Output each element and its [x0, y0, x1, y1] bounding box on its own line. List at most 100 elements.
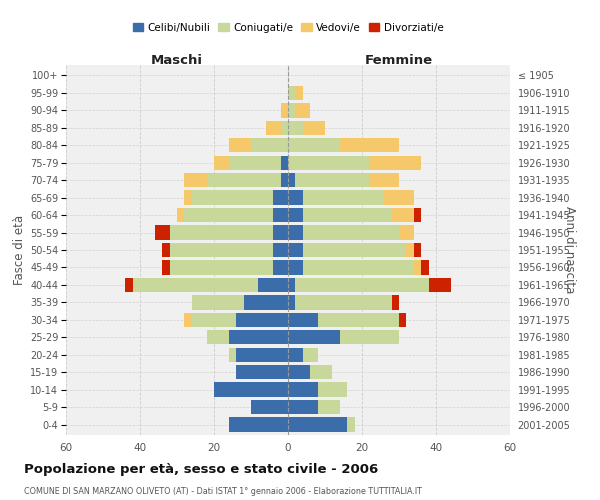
- Bar: [303, 260, 414, 274]
- Bar: [340, 138, 399, 152]
- Bar: [421, 260, 428, 274]
- Bar: [236, 348, 288, 362]
- Bar: [229, 418, 288, 432]
- Bar: [288, 190, 303, 205]
- Bar: [229, 156, 281, 170]
- Bar: [414, 260, 421, 274]
- Bar: [236, 365, 288, 380]
- Bar: [281, 173, 288, 188]
- Bar: [288, 312, 317, 327]
- Bar: [273, 190, 288, 205]
- Bar: [251, 138, 288, 152]
- Bar: [295, 103, 310, 118]
- Bar: [288, 103, 295, 118]
- Bar: [288, 208, 303, 222]
- Bar: [303, 208, 392, 222]
- Bar: [295, 173, 370, 188]
- Bar: [244, 295, 288, 310]
- Legend: Celibi/Nubili, Coniugati/e, Vedovi/e, Divorziati/e: Celibi/Nubili, Coniugati/e, Vedovi/e, Di…: [128, 18, 448, 36]
- Y-axis label: Fasce di età: Fasce di età: [13, 215, 26, 285]
- Bar: [370, 173, 399, 188]
- Bar: [251, 400, 288, 414]
- Bar: [295, 295, 392, 310]
- Bar: [288, 330, 340, 344]
- Bar: [295, 86, 303, 100]
- Bar: [281, 156, 288, 170]
- Text: Maschi: Maschi: [151, 54, 203, 66]
- Bar: [303, 226, 399, 239]
- Bar: [288, 226, 303, 239]
- Bar: [266, 120, 281, 135]
- Bar: [170, 226, 273, 239]
- Bar: [303, 348, 317, 362]
- Bar: [288, 86, 295, 100]
- Bar: [229, 330, 288, 344]
- Bar: [273, 208, 288, 222]
- Bar: [162, 260, 170, 274]
- Bar: [288, 156, 370, 170]
- Bar: [406, 243, 414, 257]
- Bar: [317, 312, 399, 327]
- Bar: [303, 120, 325, 135]
- Bar: [288, 173, 295, 188]
- Bar: [184, 208, 273, 222]
- Bar: [288, 278, 295, 292]
- Bar: [273, 260, 288, 274]
- Bar: [288, 418, 347, 432]
- Bar: [206, 173, 281, 188]
- Bar: [288, 382, 317, 397]
- Bar: [288, 120, 303, 135]
- Text: COMUNE DI SAN MARZANO OLIVETO (AT) - Dati ISTAT 1° gennaio 2006 - Elaborazione T: COMUNE DI SAN MARZANO OLIVETO (AT) - Dat…: [24, 488, 422, 496]
- Bar: [288, 295, 295, 310]
- Bar: [303, 243, 406, 257]
- Bar: [317, 400, 340, 414]
- Bar: [288, 400, 317, 414]
- Bar: [414, 243, 421, 257]
- Bar: [317, 382, 347, 397]
- Bar: [192, 312, 236, 327]
- Bar: [392, 208, 414, 222]
- Bar: [170, 243, 273, 257]
- Bar: [399, 226, 414, 239]
- Bar: [214, 156, 229, 170]
- Bar: [370, 156, 421, 170]
- Bar: [125, 278, 133, 292]
- Bar: [281, 120, 288, 135]
- Bar: [162, 243, 170, 257]
- Bar: [206, 330, 229, 344]
- Bar: [281, 103, 288, 118]
- Bar: [184, 173, 206, 188]
- Bar: [288, 138, 340, 152]
- Bar: [236, 312, 288, 327]
- Bar: [340, 330, 399, 344]
- Bar: [133, 278, 259, 292]
- Bar: [288, 243, 303, 257]
- Bar: [155, 226, 170, 239]
- Text: Femmine: Femmine: [365, 54, 433, 66]
- Bar: [170, 260, 273, 274]
- Bar: [214, 382, 288, 397]
- Bar: [288, 348, 303, 362]
- Bar: [192, 190, 273, 205]
- Bar: [303, 190, 384, 205]
- Bar: [273, 226, 288, 239]
- Bar: [288, 365, 310, 380]
- Bar: [229, 348, 236, 362]
- Bar: [184, 312, 192, 327]
- Bar: [428, 278, 451, 292]
- Bar: [192, 295, 244, 310]
- Bar: [392, 295, 399, 310]
- Bar: [399, 312, 406, 327]
- Bar: [273, 243, 288, 257]
- Bar: [384, 190, 414, 205]
- Bar: [295, 278, 428, 292]
- Bar: [259, 278, 288, 292]
- Bar: [347, 418, 355, 432]
- Text: Popolazione per età, sesso e stato civile - 2006: Popolazione per età, sesso e stato civil…: [24, 462, 378, 475]
- Bar: [177, 208, 184, 222]
- Bar: [414, 208, 421, 222]
- Bar: [288, 260, 303, 274]
- Bar: [229, 138, 251, 152]
- Bar: [184, 190, 192, 205]
- Y-axis label: Anni di nascita: Anni di nascita: [563, 206, 576, 294]
